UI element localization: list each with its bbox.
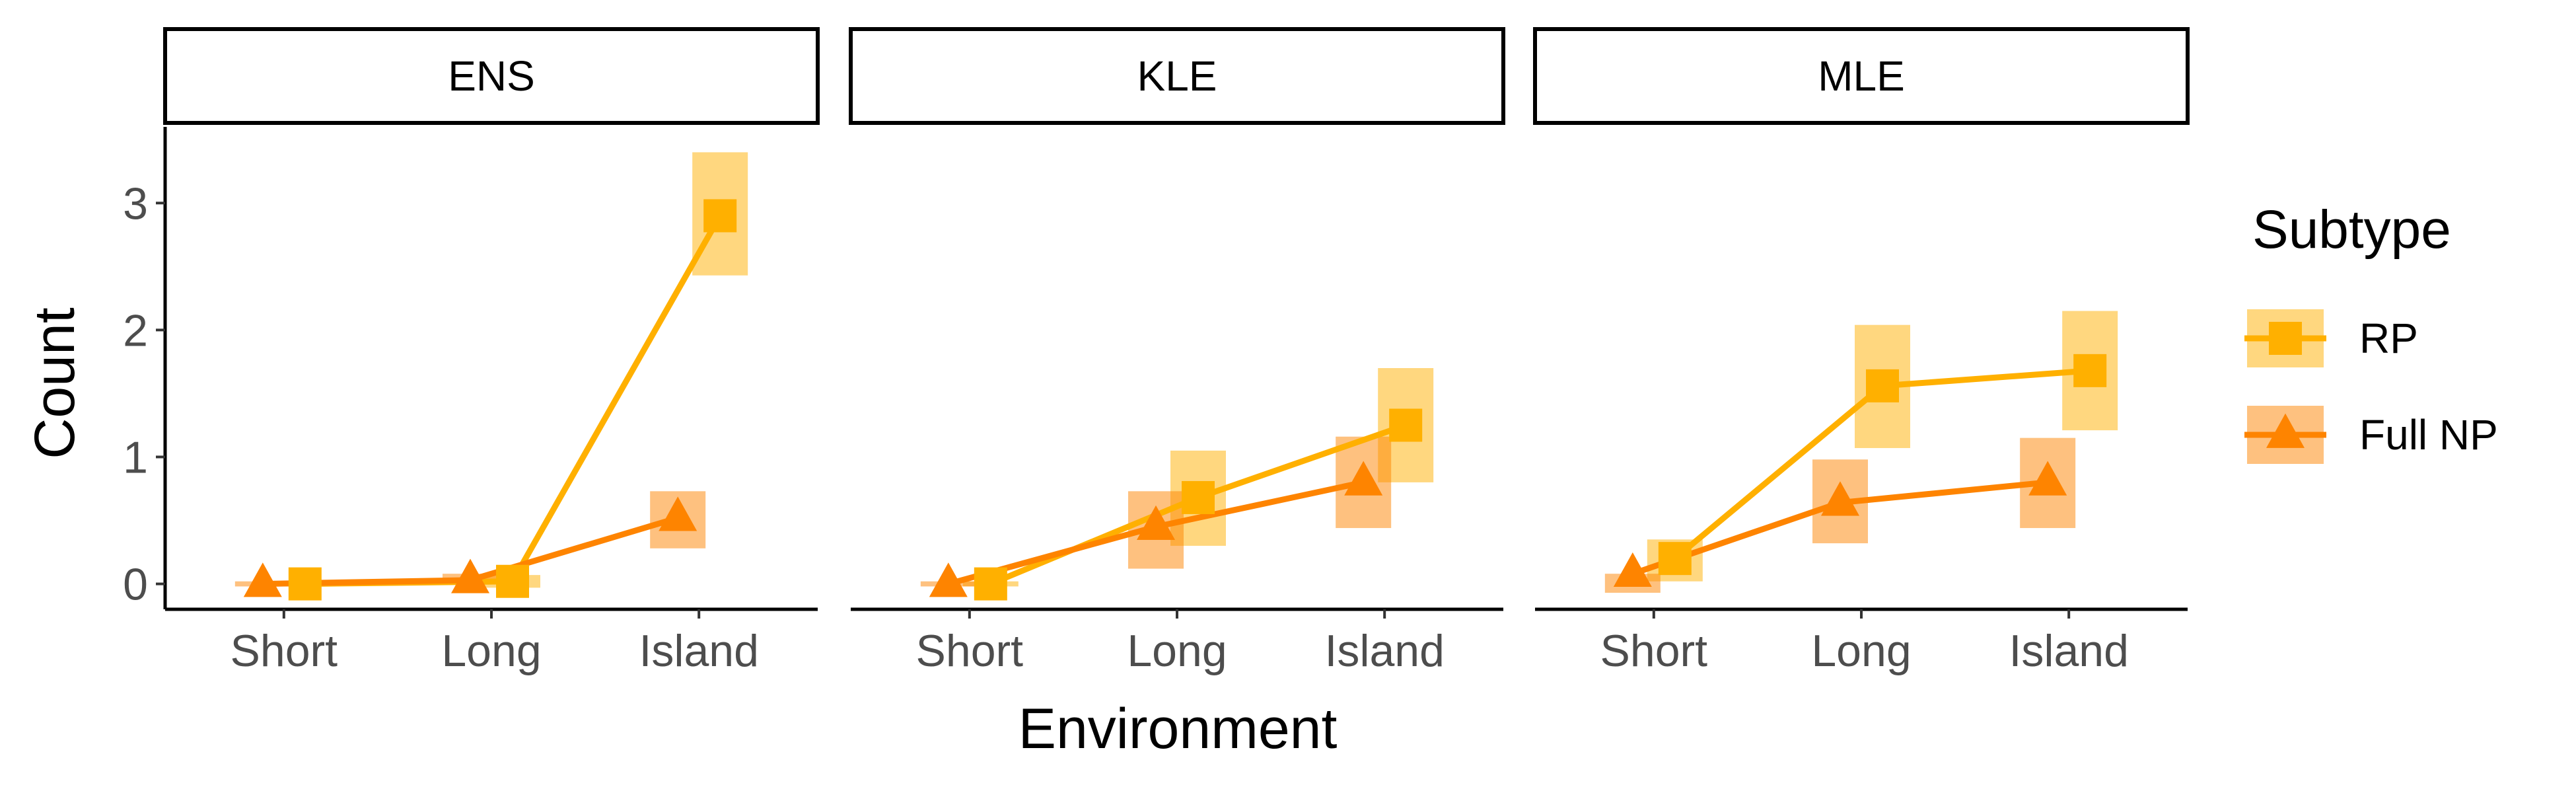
x-axis-title: Environment <box>1019 697 1338 761</box>
x-tick-label: Short <box>1600 626 1708 676</box>
legend-item-rp: RP <box>2244 309 2418 367</box>
x-tick-label: Island <box>1324 626 1444 676</box>
legend-label: Full NP <box>2359 411 2498 459</box>
y-tick-label: 2 <box>123 305 148 356</box>
x-tick-label: Short <box>916 626 1024 676</box>
legend-item-full-np: Full NP <box>2244 406 2498 464</box>
facet-panel-kle: KLE Short Long Island <box>849 27 1505 676</box>
x-tick-label: Island <box>639 626 758 676</box>
data-point-square <box>496 564 529 598</box>
data-point-square <box>1658 542 1692 576</box>
data-point-square <box>1866 369 1899 402</box>
y-tick-label: 0 <box>123 560 148 610</box>
strip-box <box>1533 27 2190 125</box>
facet-panel-mle: MLE Short Long Island <box>1533 27 2190 676</box>
data-point-triangle <box>929 562 968 597</box>
y-tick-label: 3 <box>123 178 148 229</box>
y-tick-label: 1 <box>123 432 148 482</box>
y-axis-title: Count <box>23 307 87 459</box>
legend-key-triangle <box>2266 413 2305 448</box>
strip-label: KLE <box>1137 52 1217 100</box>
data-point-square <box>703 199 737 233</box>
data-point-triangle <box>1821 481 1859 516</box>
data-point-square <box>974 567 1007 601</box>
data-point-square <box>1389 408 1423 442</box>
strip-label: ENS <box>448 52 535 100</box>
data-point-triangle <box>1613 552 1652 587</box>
data-point-square <box>2073 354 2107 387</box>
data-point-triangle <box>1344 461 1383 496</box>
strip-box <box>849 27 1505 125</box>
legend-key-square <box>2269 322 2302 355</box>
data-point-triangle <box>451 558 489 593</box>
data-point-square <box>288 567 322 601</box>
facet-panel-ens: ENS 0 1 2 3 Short Long Island <box>123 27 820 676</box>
data-point-square <box>1182 480 1215 514</box>
data-point-triangle <box>243 562 282 597</box>
data-point-triangle <box>2028 461 2067 496</box>
x-tick-label: Island <box>2009 626 2128 676</box>
panels-layer: ENS 0 1 2 3 Short Long Island KLE Short Long Island… <box>123 27 2190 676</box>
x-tick-label: Long <box>441 626 541 676</box>
x-tick-label: Long <box>1127 626 1227 676</box>
data-point-triangle <box>659 496 698 531</box>
legend-title: Subtype <box>2252 200 2451 260</box>
legend-label: RP <box>2359 315 2418 362</box>
x-tick-label: Long <box>1811 626 1911 676</box>
strip-box <box>163 27 820 125</box>
legend: Subtype RP Full NP <box>2244 200 2498 464</box>
x-tick-label: Short <box>231 626 338 676</box>
strip-label: MLE <box>1818 52 1905 100</box>
data-point-triangle <box>1137 505 1175 540</box>
